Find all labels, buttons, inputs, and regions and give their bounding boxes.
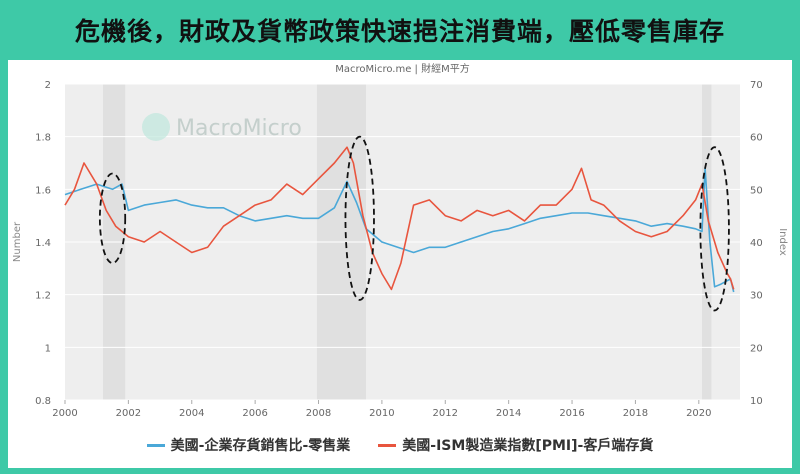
x-tick-label: 2000 <box>52 408 77 419</box>
highlight-ellipse-0 <box>98 172 127 264</box>
legend-label-ism: 美國-ISM製造業指數[PMI]-客戶端存貨 <box>402 438 654 454</box>
left-tick-label: 1.8 <box>35 133 51 144</box>
highlight-ellipse-2 <box>699 146 730 312</box>
legend-label-retail: 美國-企業存貨銷售比-零售業 <box>170 438 351 454</box>
right-tick-label: 40 <box>750 238 763 249</box>
left-axis-title: Number <box>12 221 23 262</box>
right-tick-label: 70 <box>750 80 763 91</box>
x-tick-label: 2008 <box>306 408 331 419</box>
legend-item-retail[interactable]: 美國-企業存貨銷售比-零售業 <box>146 435 351 455</box>
chart-panel: 0.8 1 1.2 1.4 1.6 1.8 2 10 20 30 40 50 60 70 2000 2002 2… <box>8 60 792 468</box>
x-tick-label: 2010 <box>369 408 394 419</box>
watermark-logo-icon <box>142 113 170 141</box>
page-title: 危機後，財政及貨幣政策快速挹注消費端，壓低零售庫存 <box>74 17 725 46</box>
x-tick-label: 2002 <box>116 408 141 419</box>
x-tick-label: 2020 <box>686 408 711 419</box>
source-label: MacroMicro.me | 財經M平方 <box>335 62 469 75</box>
right-tick-label: 30 <box>750 291 763 302</box>
x-tick-label: 2014 <box>496 408 521 419</box>
left-tick-label: 1.4 <box>35 238 51 249</box>
x-tick-label: 2004 <box>179 408 204 419</box>
legend-swatch-retail <box>146 443 165 447</box>
highlight-ellipse-1 <box>344 135 375 301</box>
watermark-text: MacroMicro <box>176 116 302 141</box>
x-tick-label: 2012 <box>433 408 458 419</box>
left-tick-label: 1.6 <box>35 185 51 196</box>
right-axis-title: Index <box>777 228 788 256</box>
right-tick-label: 60 <box>750 133 763 144</box>
x-tick-label: 2016 <box>559 408 584 419</box>
x-tick-label: 2018 <box>623 408 648 419</box>
left-tick-label: 1.2 <box>35 291 51 302</box>
chart-svg: 0.8 1 1.2 1.4 1.6 1.8 2 10 20 30 40 50 60 70 2000 2002 2… <box>12 62 788 419</box>
right-tick-label: 50 <box>750 185 763 196</box>
series-line-1 <box>64 146 735 291</box>
legend-item-ism[interactable]: 美國-ISM製造業指數[PMI]-客戶端存貨 <box>378 435 653 455</box>
x-tick-label: 2006 <box>242 408 267 419</box>
series-line-0 <box>64 167 735 293</box>
left-tick-label: 1 <box>45 343 51 354</box>
right-tick-label: 20 <box>750 343 763 354</box>
left-tick-label: 2 <box>45 80 51 91</box>
left-tick-label: 0.8 <box>35 396 51 407</box>
legend-swatch-ism <box>378 443 397 447</box>
right-tick-label: 10 <box>750 396 763 407</box>
legend: 美國-企業存貨銷售比-零售業 美國-ISM製造業指數[PMI]-客戶端存貨 <box>8 430 792 460</box>
